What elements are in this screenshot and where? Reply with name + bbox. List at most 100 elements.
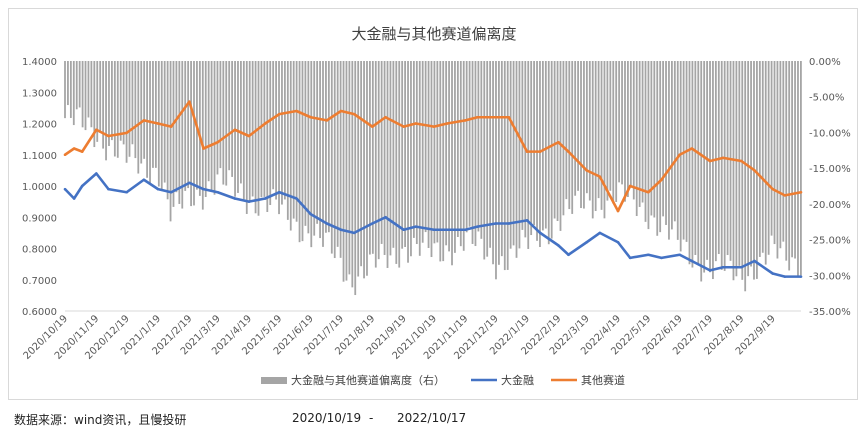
- other-sectors-point: [432, 125, 436, 128]
- deviation-bar: [213, 61, 216, 195]
- deviation-bar: [709, 61, 711, 273]
- deviation-bar: [371, 61, 374, 254]
- deviation-bar: [574, 61, 577, 196]
- deviation-bar: [758, 61, 761, 257]
- left-axis-tick-label: 1.4000: [22, 57, 57, 68]
- deviation-bar: [415, 61, 418, 245]
- deviation-bar: [436, 61, 439, 243]
- deviation-bar: [500, 61, 503, 257]
- deviation-bar: [729, 61, 732, 261]
- other-sectors-point: [80, 150, 84, 153]
- deviation-bar: [201, 61, 204, 210]
- deviation-bar: [116, 61, 119, 158]
- deviation-bar: [163, 61, 166, 183]
- deviation-bar: [767, 61, 770, 255]
- deviation-bar: [550, 61, 553, 239]
- deviation-bar: [307, 61, 310, 234]
- deviation-bar: [600, 61, 603, 210]
- deviation-bar: [283, 61, 286, 200]
- deviation-bar: [333, 61, 336, 259]
- deviation-bar: [301, 61, 304, 242]
- deviation-bar: [659, 61, 662, 233]
- deviation-bar: [506, 61, 509, 270]
- deviation-bar: [732, 61, 735, 281]
- other-sectors-point: [63, 153, 67, 157]
- deviation-bar: [322, 61, 324, 247]
- deviation-bar: [688, 61, 691, 265]
- deviation-bar: [278, 61, 280, 215]
- deviation-bar: [439, 61, 442, 262]
- deviation-bar: [530, 61, 533, 236]
- deviation-bar: [131, 61, 134, 145]
- deviation-bar: [571, 61, 574, 214]
- deviation-bar: [627, 61, 629, 197]
- deviation-bar: [313, 61, 316, 236]
- deviation-bar: [374, 61, 377, 268]
- right-axis-tick-label: 0.00%: [809, 57, 841, 68]
- deviation-bar: [172, 61, 175, 207]
- other-sectors-point: [464, 119, 467, 122]
- right-axis-tick-label: -25.00%: [809, 236, 851, 247]
- deviation-bar: [456, 61, 459, 237]
- finance-point: [72, 197, 76, 200]
- other-sectors-point: [771, 187, 774, 191]
- finance-point: [216, 190, 219, 194]
- deviation-bar: [78, 61, 81, 108]
- deviation-bar: [717, 61, 720, 255]
- other-sectors-point: [202, 147, 205, 150]
- right-axis-tick-label: -10.00%: [809, 128, 851, 139]
- deviation-bar: [260, 61, 263, 198]
- deviation-bar: [342, 61, 345, 282]
- finance-point: [616, 240, 620, 244]
- other-sectors-point: [494, 115, 497, 119]
- deviation-bar: [495, 61, 497, 280]
- other-sectors-point: [721, 156, 725, 160]
- finance-point: [598, 231, 602, 235]
- deviation-bar: [723, 61, 726, 271]
- deviation-bar: [459, 61, 462, 247]
- deviation-bar: [113, 61, 116, 157]
- other-sectors-point: [753, 169, 756, 172]
- deviation-bar: [770, 61, 773, 236]
- finance-point: [494, 222, 497, 225]
- finance-point: [352, 231, 356, 235]
- deviation-bar: [119, 61, 122, 141]
- deviation-bar: [310, 61, 313, 248]
- deviation-bar: [102, 61, 105, 149]
- deviation-bar: [207, 61, 210, 182]
- deviation-bar: [779, 61, 782, 249]
- deviation-bar: [392, 61, 395, 248]
- finance-point: [525, 219, 529, 222]
- deviation-bar: [547, 61, 550, 245]
- deviation-bar: [761, 61, 764, 253]
- deviation-bar: [412, 61, 415, 238]
- deviation-bar: [360, 61, 363, 267]
- deviation-bar: [336, 61, 339, 247]
- finance-line: [64, 172, 801, 278]
- deviation-bar: [454, 61, 456, 253]
- finance-point: [107, 187, 110, 191]
- finance-point: [647, 253, 650, 257]
- deviation-bar: [433, 61, 436, 244]
- other-sectors-point: [708, 159, 712, 163]
- deviation-bar: [518, 61, 521, 249]
- deviation-bar: [330, 61, 333, 254]
- deviation-bar: [539, 61, 541, 248]
- deviation-bar: [228, 61, 231, 171]
- deviation-bar: [650, 61, 653, 216]
- deviation-bar: [741, 61, 744, 280]
- deviation-bar: [140, 61, 143, 164]
- other-sectors-point: [783, 194, 787, 197]
- deviation-bar: [377, 61, 380, 260]
- deviation-bar: [216, 61, 219, 175]
- left-axis-tick-label: 0.9000: [22, 213, 57, 224]
- legend-label: 大金融: [501, 373, 534, 387]
- deviation-bar: [99, 61, 102, 133]
- deviation-bar: [489, 61, 492, 248]
- deviation-bar: [629, 61, 632, 186]
- deviation-bar: [703, 61, 706, 273]
- finance-point: [771, 272, 774, 275]
- legend-label: 其他赛道: [581, 373, 625, 387]
- other-sectors-point: [585, 169, 588, 172]
- finance-point: [753, 259, 756, 263]
